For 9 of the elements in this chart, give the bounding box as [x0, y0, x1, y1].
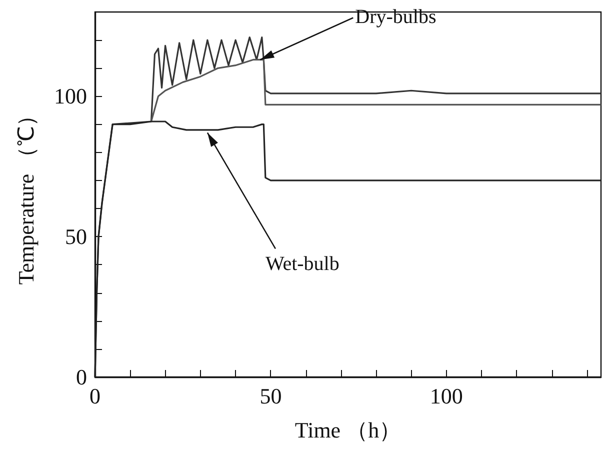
x-tick-label: 50 [260, 384, 282, 408]
annotation: Dry-bulbs [355, 6, 436, 30]
x-axis-title: Time （h） [294, 418, 402, 442]
annotation: Wet-bulb [265, 252, 340, 276]
x-tick-label: 100 [430, 384, 463, 408]
y-tick-label: 50 [65, 224, 87, 250]
y-tick-label: 100 [54, 84, 87, 109]
y-tick-label: 0 [76, 364, 87, 390]
y-axis-title: Temperature （℃） [14, 104, 38, 285]
